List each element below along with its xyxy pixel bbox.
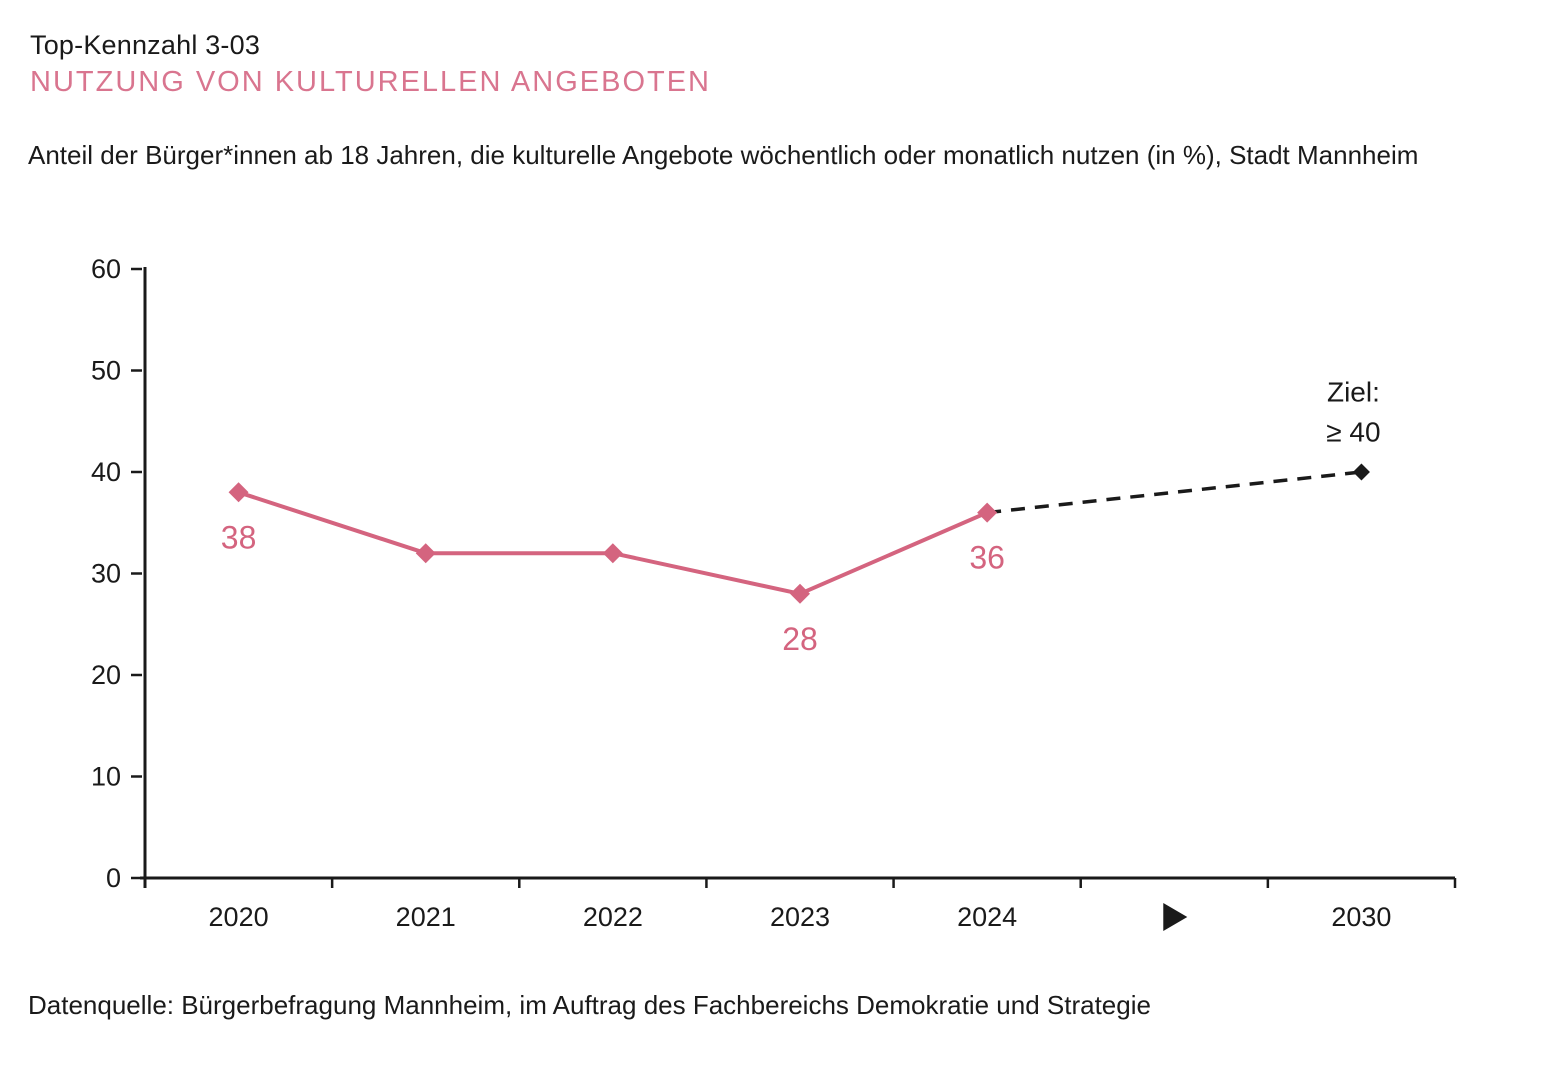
y-tick-label: 60 <box>91 254 121 284</box>
data-point-marker <box>790 583 810 604</box>
data-point-marker <box>602 543 623 564</box>
data-source-note: Datenquelle: Bürgerbefragung Mannheim, i… <box>28 990 1151 1020</box>
target-connector-line <box>986 470 1362 515</box>
x-axis-label-target: 2030 <box>1331 902 1391 932</box>
x-axis-label: 2020 <box>209 902 269 932</box>
kennzahl-label: Top-Kennzahl 3-03 <box>30 30 261 60</box>
target-marker <box>1352 463 1370 481</box>
trend-line <box>237 490 988 596</box>
data-point-marker <box>228 482 249 503</box>
y-tick-label: 50 <box>91 356 121 386</box>
x-axis-label: 2023 <box>770 902 830 932</box>
data-point-marker <box>977 502 998 523</box>
data-point-marker <box>415 543 436 564</box>
x-axis-label: 2024 <box>957 902 1017 932</box>
target-label-line: Ziel: <box>1327 377 1380 408</box>
arrow-right-icon <box>1163 903 1188 931</box>
y-tick-label: 40 <box>91 457 121 487</box>
y-tick-label: 10 <box>91 762 121 792</box>
data-point-label: 38 <box>221 519 257 555</box>
y-tick-label: 0 <box>106 863 121 893</box>
chart-description: Anteil der Bürger*innen ab 18 Jahren, di… <box>28 140 1419 170</box>
data-point-label: 36 <box>969 540 1005 576</box>
y-tick-label: 20 <box>91 660 121 690</box>
y-tick-label: 30 <box>91 559 121 589</box>
target-label-line: ≥ 40 <box>1326 417 1380 448</box>
data-point-label: 28 <box>782 621 818 657</box>
page-title: NUTZUNG VON KULTURELLEN ANGEBOTEN <box>30 66 712 98</box>
x-axis-label: 2022 <box>583 902 643 932</box>
x-axis-label: 2021 <box>396 902 456 932</box>
